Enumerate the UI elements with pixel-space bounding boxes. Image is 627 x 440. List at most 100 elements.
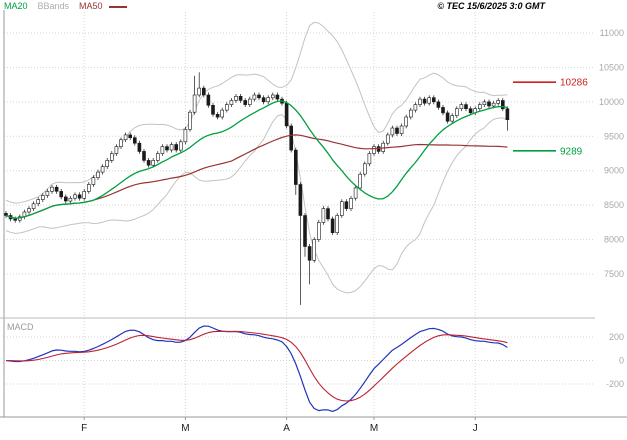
candle-body [303, 215, 307, 247]
candle-body [330, 218, 335, 233]
candle-body [487, 101, 491, 107]
candle-body [321, 208, 326, 223]
candle-body [114, 146, 119, 154]
candle-body [165, 146, 169, 151]
candle-body [335, 215, 340, 234]
candle-body [316, 222, 321, 240]
candle-body [202, 87, 206, 96]
candle-body [454, 108, 459, 116]
candle-body [123, 134, 128, 140]
candle-body [418, 98, 422, 105]
candle-body [192, 94, 197, 113]
candle-body [266, 97, 271, 103]
candle-body [505, 108, 510, 120]
candle-body [77, 194, 82, 199]
candle-body [390, 127, 395, 136]
candle-body [243, 100, 247, 105]
candle-body [408, 109, 413, 118]
candle-body [128, 134, 132, 138]
candle-body [252, 94, 257, 100]
macd-panel-label: MACD [7, 322, 34, 332]
candle-body [464, 104, 468, 109]
candle-body [91, 177, 96, 185]
candle-body [339, 201, 344, 216]
candle-body [349, 198, 353, 209]
candle-body [496, 100, 501, 104]
legend-bbands-label: BBands [37, 1, 70, 11]
candle-body [234, 96, 238, 101]
candle-body [358, 173, 363, 189]
candle-body [307, 246, 312, 261]
candle-body [376, 146, 381, 152]
candle-body [183, 129, 188, 143]
candle-body [59, 191, 64, 198]
ma20-line [5, 100, 508, 219]
candle-body [427, 97, 432, 104]
candle-body [156, 153, 160, 161]
candle-body [13, 218, 17, 221]
candle-body [64, 196, 68, 202]
candle-body [31, 203, 36, 209]
candle-body [362, 163, 367, 175]
candle-body [45, 191, 50, 196]
macd-signal-line [5, 330, 508, 402]
month-tick-label: A [283, 423, 290, 434]
candle-body [293, 149, 298, 185]
candle-body [468, 108, 473, 114]
price-tick-label: 11000 [600, 28, 624, 38]
price-tick-label: 9000 [604, 166, 624, 176]
candle-body [179, 141, 183, 151]
macd-line [5, 325, 508, 412]
candle-body [298, 184, 303, 216]
candle-body [344, 201, 349, 209]
month-tick-label: M [370, 423, 378, 434]
candle-body [289, 125, 294, 151]
price-tick-label: 8000 [604, 235, 624, 245]
macd-tick-label: 0 [619, 356, 624, 366]
candle-body [413, 104, 418, 111]
candle-body [96, 171, 100, 178]
candle-body [500, 100, 505, 110]
legend-ma20-label: MA20 [4, 1, 28, 11]
legend-ma50-label: MA50 [79, 1, 103, 11]
candle-body [220, 109, 224, 118]
candle-body [372, 146, 376, 154]
candle-body [197, 87, 201, 96]
macd-tick-label: -200 [606, 379, 624, 389]
candle-body [50, 186, 54, 192]
candle-body [312, 239, 317, 261]
candle-body [431, 97, 436, 103]
price-tick-label: 9500 [604, 131, 624, 141]
candle-body [151, 160, 155, 166]
candle-body [27, 208, 31, 213]
candle-body [261, 97, 266, 103]
candle-body [395, 127, 399, 134]
candle-body [445, 112, 450, 122]
candle-body [399, 125, 404, 134]
candle-body [491, 102, 496, 107]
candle-body [4, 213, 8, 216]
candle-body [284, 102, 289, 127]
price-tick-label: 10000 [599, 97, 624, 107]
candle-body [105, 160, 109, 167]
candle-body [211, 105, 215, 115]
candle-body [270, 94, 275, 99]
candle-body [82, 191, 86, 199]
copyright-text: © TEC 15/6/2025 3:0 GMT [437, 1, 545, 11]
candle-body [353, 187, 358, 199]
candle-body [68, 198, 73, 202]
candle-body [174, 144, 178, 151]
candle-body [215, 114, 220, 118]
level-label: 9289 [560, 146, 583, 157]
candle-body [160, 146, 165, 154]
candle-body [137, 142, 142, 152]
price-tick-label: 10500 [599, 62, 624, 72]
bollinger-upper-band [5, 21, 508, 204]
candle-body [367, 153, 372, 165]
ma50-line-swatch [108, 5, 127, 8]
level-label: 10286 [560, 78, 588, 89]
candle-body [40, 195, 45, 200]
candle-body [225, 104, 229, 111]
candle-body [54, 186, 59, 192]
